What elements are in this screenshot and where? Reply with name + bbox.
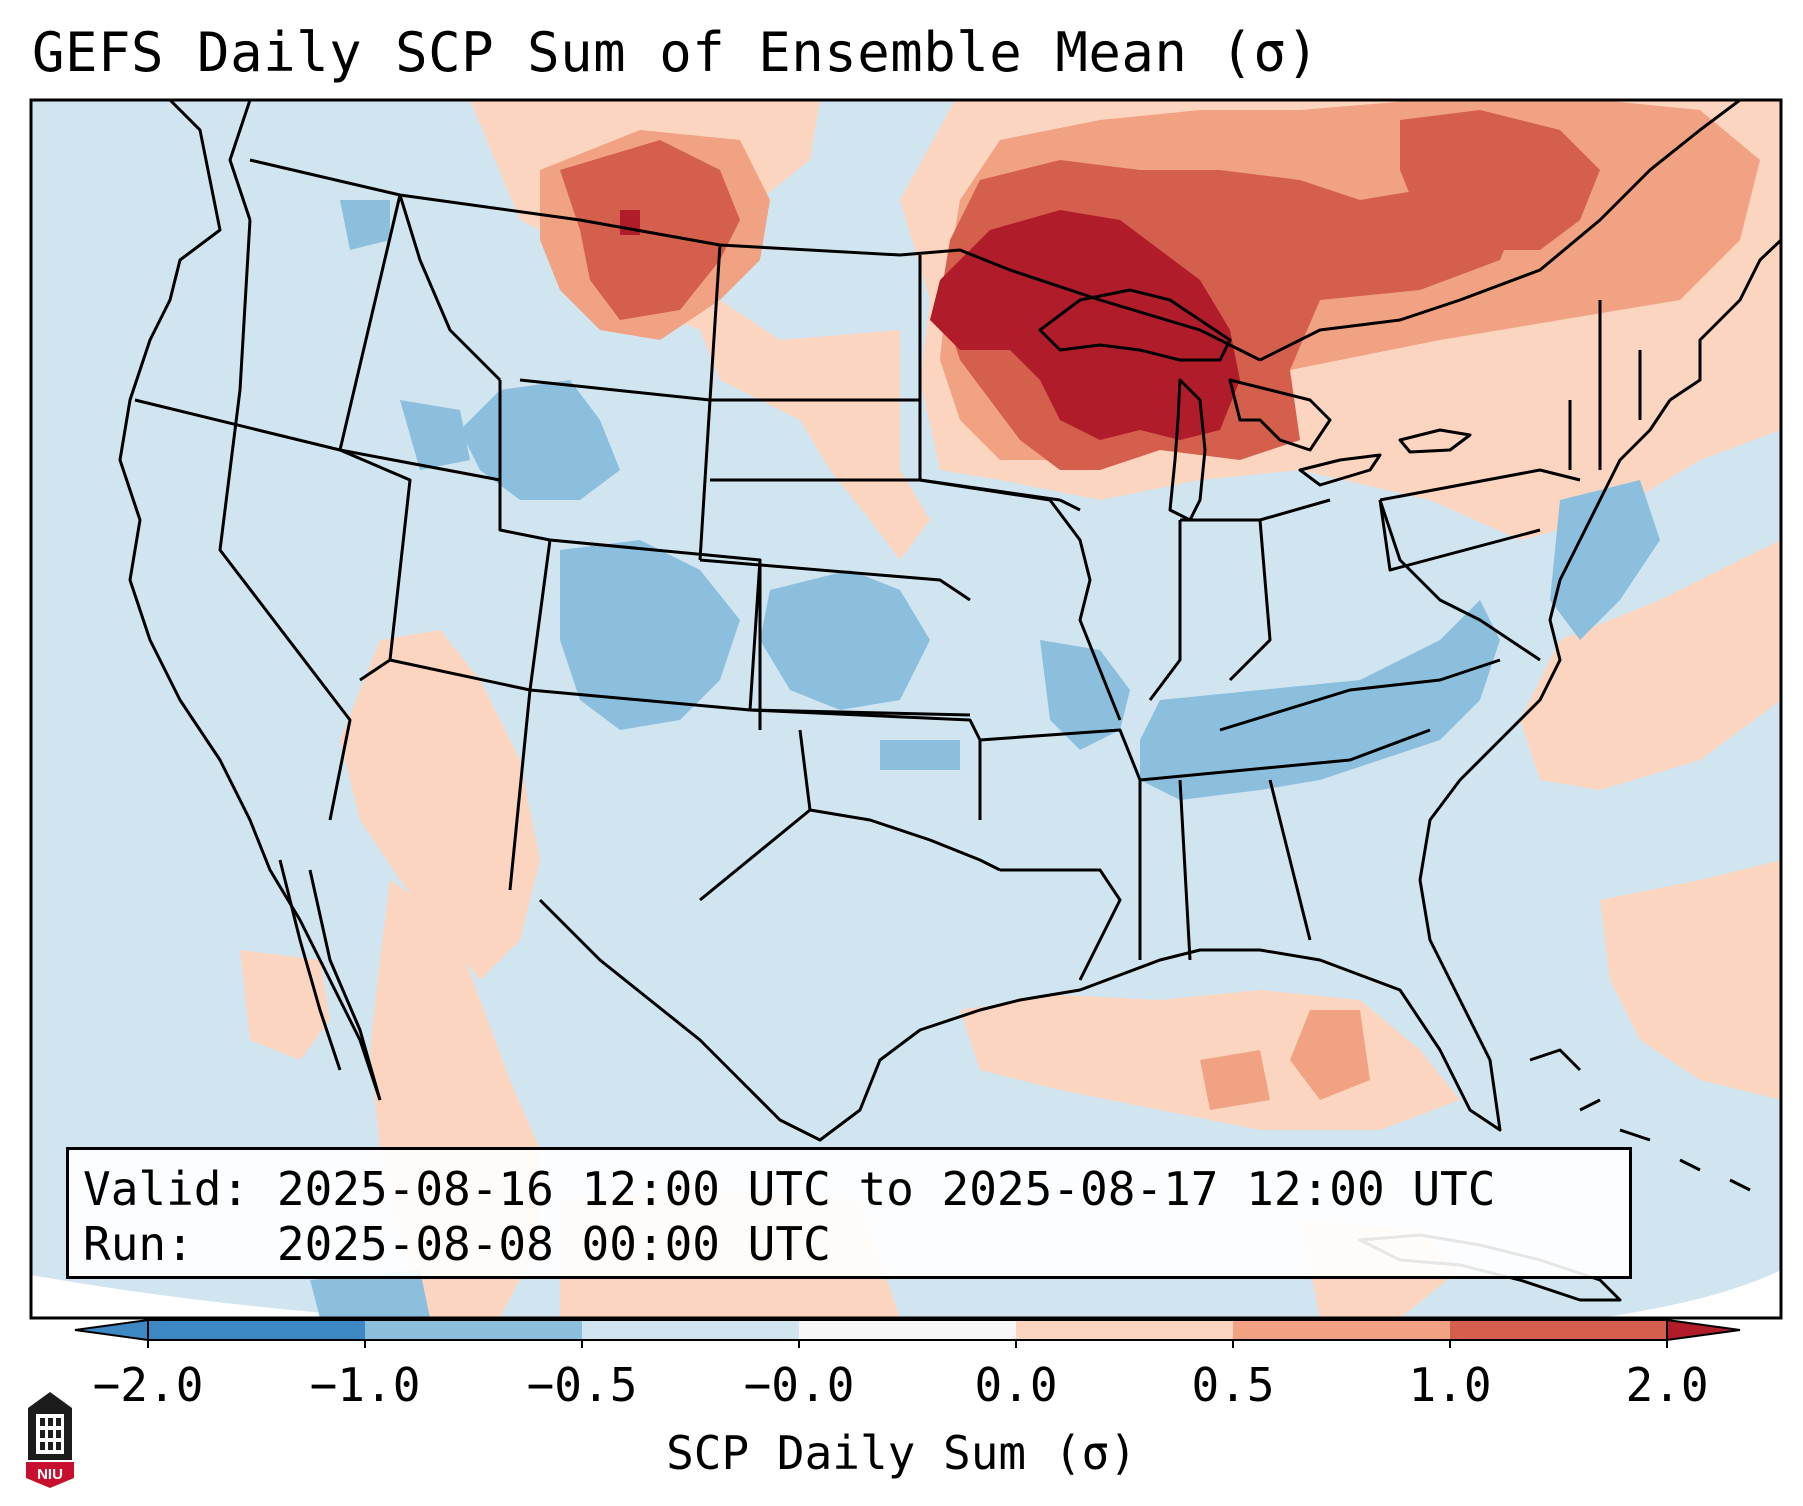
page-title: GEFS Daily SCP Sum of Ensemble Mean (σ) <box>32 21 1320 84</box>
canada-border <box>249 158 1261 362</box>
colorbar-tick-label: −0.5 <box>526 1358 638 1412</box>
colorbar-segment-3 <box>582 1320 799 1340</box>
colorbar-segment-2 <box>365 1320 582 1340</box>
colorbar-label: SCP Daily Sum (σ) <box>666 1426 1137 1480</box>
colorbar-tick-label: 0.0 <box>974 1358 1058 1412</box>
state-boundaries <box>118 100 1781 1302</box>
colorbar-segment-4 <box>799 1320 1016 1340</box>
colorbar-tick-label: 2.0 <box>1625 1358 1709 1412</box>
colorbar-tick-label: −2.0 <box>92 1358 204 1412</box>
colorbar-segment-7 <box>1450 1320 1667 1340</box>
us-coastline <box>118 100 382 1101</box>
lake-erie <box>1298 453 1382 487</box>
colorbar-tick-label: 1.0 <box>1408 1358 1492 1412</box>
validity-info-box: Valid: 2025-08-16 12:00 UTC to 2025-08-1… <box>66 1147 1632 1279</box>
colorbar <box>74 1318 1741 1348</box>
map-panel <box>29 98 1783 1320</box>
valid-value: 2025-08-16 12:00 UTC to 2025-08-17 12:00… <box>276 1162 1496 1216</box>
colorbar-extend-high <box>1666 1318 1741 1342</box>
map-frame <box>29 98 1783 1320</box>
lake-huron <box>1228 378 1332 452</box>
colorbar-segment-5 <box>1016 1320 1233 1340</box>
lake-ontario <box>1398 428 1472 454</box>
valid-label: Valid: <box>83 1162 250 1216</box>
colorbar-segment-1 <box>148 1320 365 1340</box>
colorbar-tick-label: −0.0 <box>743 1358 855 1412</box>
colorbar-segment-6 <box>1233 1320 1450 1340</box>
colorbar-extend-low <box>74 1318 149 1342</box>
projection-edge <box>31 1275 386 1318</box>
gulf-coast <box>538 399 1672 1142</box>
colorbar-tick-label: −1.0 <box>309 1358 421 1412</box>
run-value: 2025-08-08 00:00 UTC <box>276 1217 831 1271</box>
niu-tower-logo-icon: NIU <box>26 1392 74 1488</box>
lake-superior <box>1038 288 1232 362</box>
colorbar-tick-label: 0.5 <box>1191 1358 1275 1412</box>
run-label: Run: <box>83 1217 194 1271</box>
logo-text: NIU <box>37 1466 63 1483</box>
lake-michigan <box>1168 378 1207 522</box>
